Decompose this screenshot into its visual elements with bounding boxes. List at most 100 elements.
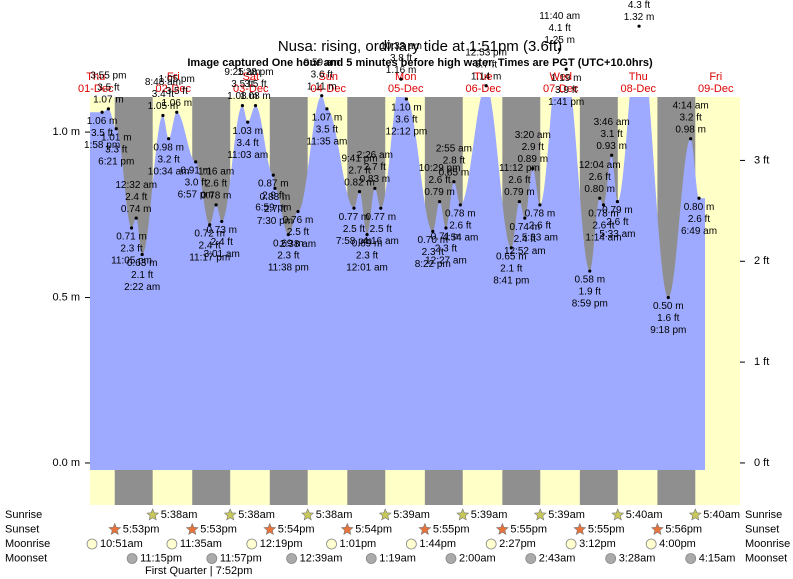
tide-label: 3:20 am: [515, 130, 551, 141]
tide-point: [697, 196, 701, 200]
astro-time: 2:43am: [539, 552, 576, 564]
tide-label: 0.78 m: [201, 191, 232, 202]
tide-point: [588, 269, 592, 273]
tide-label: 3.3 ft: [105, 144, 127, 155]
day-name: Sun: [318, 71, 338, 83]
tide-label: 2.6 ft: [449, 221, 471, 232]
tide-label: 0.82 m: [344, 177, 375, 188]
astro-moon: [525, 553, 537, 564]
tide-label: 1.19 m: [551, 73, 582, 84]
tide-label: 2.7 ft: [364, 162, 386, 173]
tide-label: 1:16 am: [198, 167, 234, 178]
tide-label: 0.69 m: [352, 238, 383, 249]
tide-label: 0.98 m: [153, 142, 184, 153]
tide-point: [610, 153, 614, 157]
astro-time: 1:01pm: [340, 538, 377, 550]
astro-moon: [246, 538, 258, 550]
astro-time: 10:51am: [100, 538, 143, 550]
tide-label: 12:04 am: [579, 160, 621, 171]
tide-label: 1:58 pm: [84, 140, 120, 151]
tide-label: 4:14 am: [673, 100, 709, 111]
tide-point: [357, 190, 362, 194]
tide-label: 2.3 ft: [435, 244, 457, 255]
day-date: 04-Dec: [311, 83, 347, 95]
day-date: 06-Dec: [466, 83, 502, 95]
tide-label: 1.6 ft: [657, 313, 679, 324]
tide-label: 8:22 pm: [415, 259, 451, 270]
tide-label: 9:18 pm: [650, 325, 686, 336]
row-label: Sunrise: [745, 509, 782, 521]
tide-label: 7:58 pm: [336, 236, 372, 247]
tide-label: 0.79 m: [602, 205, 633, 216]
tide-label: 8:41 pm: [493, 276, 529, 287]
tide-point: [352, 206, 356, 210]
foreground: 0.0 m0.5 m1.0 m0 ft1 ft2 ft3 ftThu01-Dec…: [5, 0, 790, 564]
astro-time: 11:57pm: [220, 552, 262, 564]
tide-label: 2.6 ft: [589, 172, 611, 183]
tide-label: 0.76 m: [283, 215, 314, 226]
astro-star: [573, 522, 587, 536]
astro-time: 5:38am: [238, 509, 275, 521]
y2-tick-label: 2 ft: [754, 255, 769, 267]
astro-time: 5:39am: [471, 509, 508, 521]
row-label: Moonset: [5, 552, 47, 564]
tide-label: 4.3 ft: [628, 0, 650, 11]
y-tick-label: 1.0 m: [52, 126, 80, 138]
astro-star: [146, 508, 160, 521]
astro-star: [185, 522, 199, 536]
astro-moon: [605, 553, 617, 564]
tide-point: [523, 216, 527, 220]
tide-label: 2:26 am: [357, 150, 393, 161]
tide-label: 1:05 pm: [159, 74, 195, 85]
tide-label: 2.1 ft: [131, 270, 153, 281]
tide-label: 3.5 ft: [231, 79, 253, 90]
tide-label: 2.1 ft: [500, 264, 522, 275]
astro-star: [263, 522, 277, 536]
tide-label: 1.9 ft: [579, 287, 601, 298]
tide-label: 2.7 ft: [264, 204, 286, 215]
tide-label: 11:12 pm: [499, 163, 540, 174]
tide-label: 1.01 m: [101, 132, 132, 143]
y2-tick-label: 1 ft: [754, 356, 769, 368]
tide-point: [538, 203, 542, 207]
day-date: 08-Dec: [621, 83, 657, 95]
day-date: 07-Dec: [543, 83, 579, 95]
tide-label: 1.06 m: [161, 98, 192, 109]
tide-point: [689, 137, 693, 141]
moon-phase: First Quarter | 7:52pm: [145, 565, 252, 577]
astro-moon: [405, 538, 417, 550]
chart-title: Nusa: rising, ordinary tide at 1:51pm (3…: [278, 38, 562, 55]
tide-label: 3:55 pm: [90, 71, 126, 82]
astro-time: 4:15am: [699, 552, 736, 564]
tide-point: [564, 67, 568, 71]
y-tick-label: 0.5 m: [52, 291, 80, 303]
astro-moon: [126, 553, 138, 564]
astro-star: [688, 508, 702, 521]
tide-label: 1.08 m: [227, 91, 258, 102]
tide-label: 9:41 pm: [341, 153, 377, 164]
tide-label: 2.6 ft: [529, 221, 551, 232]
tide-label: 1.32 m: [624, 12, 655, 23]
astro-time: 5:53pm: [123, 523, 160, 535]
row-label: Moonrise: [5, 538, 50, 550]
tide-label: 0.80 m: [584, 184, 615, 195]
astro-star: [301, 508, 315, 521]
tide-label: 3:46 am: [594, 117, 630, 128]
astro-star: [650, 522, 664, 536]
day-date: 03-Dec: [233, 83, 269, 95]
tide-label: 7:30 pm: [257, 216, 293, 227]
astro-star: [223, 508, 237, 521]
tide-label: 3.4 ft: [237, 138, 259, 149]
astro-moon: [326, 538, 337, 550]
astro-moon: [86, 538, 98, 550]
tide-point: [431, 229, 435, 233]
tide-label: 0.71 m: [116, 232, 147, 243]
tide-label: 12:01 am: [346, 262, 388, 273]
tide-label: 3.4 ft: [152, 89, 174, 100]
day-date: 09-Dec: [698, 83, 734, 95]
astro-moon: [166, 538, 178, 550]
tide-label: 6:59 pm: [255, 203, 291, 214]
tide-point: [438, 199, 442, 204]
